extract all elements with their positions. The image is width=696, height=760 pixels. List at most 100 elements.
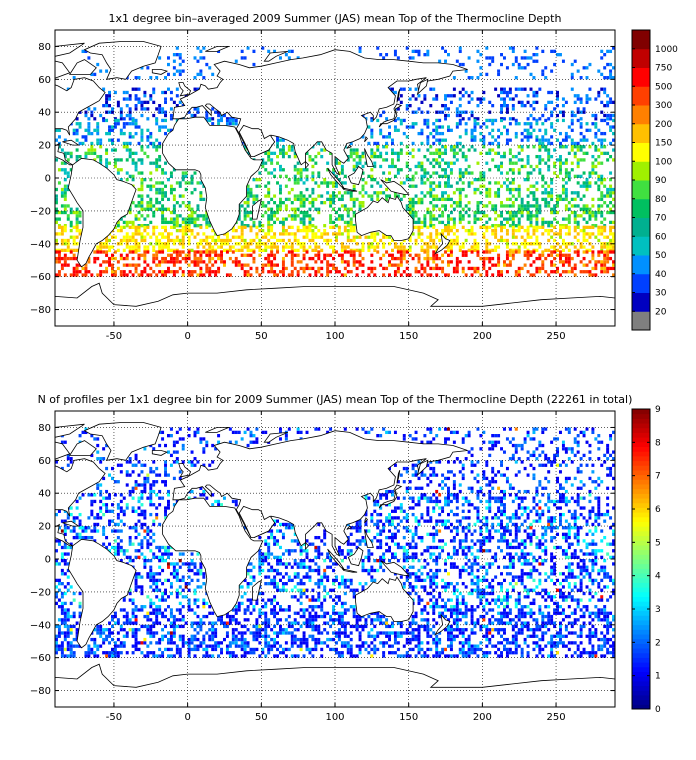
data-cell [561,161,565,165]
data-cell [435,601,439,606]
data-cell [432,470,436,474]
data-cell [388,178,391,182]
data-cell [281,266,285,271]
data-cell [438,427,442,431]
data-cell [146,250,150,254]
data-cell [296,56,300,60]
data-cell [538,483,542,487]
data-cell [264,430,268,435]
data-cell [497,253,501,257]
data-cell [105,164,109,169]
data-cell [550,187,554,192]
data-cell [146,575,150,579]
data-cell [464,434,468,438]
data-cell [553,164,557,169]
data-cell [567,256,571,261]
data-cell [444,273,447,277]
data-cell [181,201,185,205]
data-cell [408,104,412,108]
data-cell [105,466,109,471]
data-cell [276,181,279,185]
data-cell [287,250,291,254]
data-cell [441,125,445,129]
data-cell [556,578,559,583]
data-cell [432,207,436,211]
data-cell [293,154,297,159]
data-cell [503,238,506,243]
data-cell [441,605,445,609]
data-cell [255,245,259,249]
data-cell [311,217,315,221]
data-cell [538,207,542,211]
data-cell [405,260,409,264]
data-cell [146,476,150,481]
data-cell [535,270,539,274]
data-cell [335,174,338,178]
data-cell [485,248,489,252]
coastline-antarctica [55,282,615,326]
data-cell [302,270,306,274]
data-cell [116,168,120,172]
data-cell [220,245,223,249]
data-cell [299,194,303,198]
data-cell [293,248,297,252]
data-cell [508,161,512,165]
data-cell [243,430,247,435]
y-tick-label: 80 [38,42,51,53]
data-cell [178,238,182,243]
data-cell [317,572,321,576]
data-cell [143,178,147,182]
data-cell [458,575,462,579]
data-cell [452,238,456,243]
data-cell [414,470,418,474]
data-cell [432,224,436,228]
data-cell [299,582,303,586]
data-cell [523,245,527,249]
data-cell [155,187,159,192]
data-cell [264,232,268,236]
data-cell [317,427,321,431]
data-cell [523,204,527,208]
data-cell [155,595,159,599]
data-cell [140,224,144,228]
data-cell [175,248,179,252]
data-cell [452,87,456,91]
data-cell [429,598,433,602]
data-cell [388,273,391,277]
data-cell [544,463,548,467]
data-cell [140,214,144,218]
data-cell [514,273,518,277]
data-cell [370,148,374,152]
data-cell [594,181,598,185]
data-cell [376,191,380,195]
data-cell [193,591,197,596]
data-cell [488,440,492,444]
data-cell [66,187,70,192]
data-cell [308,154,312,159]
data-cell [511,235,515,239]
data-cell [505,104,509,108]
data-cell [78,591,82,596]
data-cell [164,184,167,188]
data-cell [449,184,453,188]
data-cell [526,122,530,126]
data-cell [308,256,312,261]
data-cell [544,453,548,458]
data-cell [55,158,58,162]
data-cell [591,250,595,254]
data-cell [438,591,442,596]
data-cell [538,253,542,257]
data-cell [600,228,604,233]
data-cell [290,263,294,267]
data-cell [488,217,492,221]
data-cell [582,184,586,188]
data-cell [579,145,583,149]
data-cell [408,201,412,205]
data-cell [582,591,586,596]
data-cell [199,224,203,228]
data-cell [393,273,397,277]
data-cell [164,588,167,592]
data-cell [535,228,539,233]
data-cell [317,266,321,271]
data-cell [470,489,474,494]
